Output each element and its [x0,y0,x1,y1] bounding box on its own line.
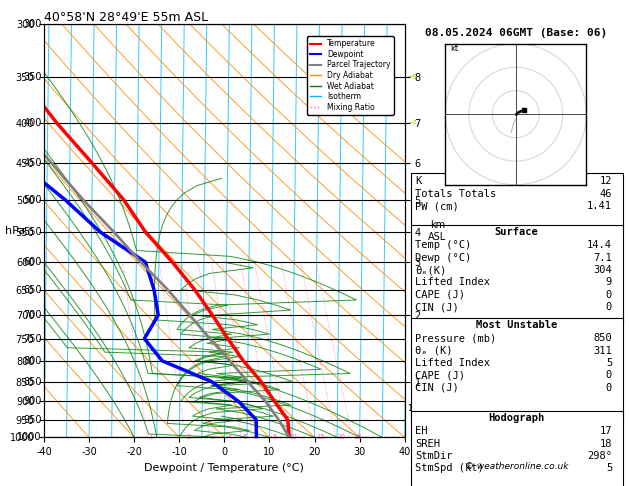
Text: 25: 25 [353,434,362,440]
Text: 900: 900 [23,396,42,406]
Text: StmSpd (kt): StmSpd (kt) [415,463,484,473]
Text: hPa: hPa [5,226,25,236]
Text: CAPE (J): CAPE (J) [415,290,465,300]
Text: 450: 450 [23,158,42,169]
Text: CAPE (J): CAPE (J) [415,370,465,381]
Text: 2: 2 [187,434,191,440]
Text: ─8: ─8 [408,74,417,80]
Text: 500: 500 [23,194,42,205]
Text: 950: 950 [23,415,42,425]
FancyBboxPatch shape [411,318,623,417]
Text: 650: 650 [23,285,42,295]
Text: Dewp (°C): Dewp (°C) [415,253,471,263]
Text: 800: 800 [23,356,42,366]
Text: 0: 0 [606,290,612,300]
Text: Totals Totals: Totals Totals [415,189,496,199]
Text: 550: 550 [23,227,42,237]
Text: 10: 10 [288,434,297,440]
Text: 1.41: 1.41 [587,201,612,211]
Text: 0: 0 [606,370,612,381]
Text: 15: 15 [316,434,325,440]
Text: 400: 400 [23,118,42,128]
Text: ─7: ─7 [408,120,417,126]
Text: 0: 0 [606,302,612,312]
Text: Lifted Index: Lifted Index [415,278,490,288]
Text: 46: 46 [599,189,612,199]
Text: θₑ (K): θₑ (K) [415,346,452,356]
Text: 9: 9 [606,278,612,288]
Text: CIN (J): CIN (J) [415,302,459,312]
FancyBboxPatch shape [411,411,623,486]
X-axis label: Dewpoint / Temperature (°C): Dewpoint / Temperature (°C) [145,463,304,473]
Text: 4: 4 [228,434,233,440]
Text: 3: 3 [211,434,215,440]
Text: EH: EH [415,426,427,436]
Text: 1000: 1000 [17,433,42,442]
Text: 20: 20 [337,434,346,440]
Text: 40°58'N 28°49'E 55m ASL: 40°58'N 28°49'E 55m ASL [44,11,208,24]
Text: 7.1: 7.1 [593,253,612,263]
Text: 5: 5 [606,358,612,368]
Text: 1: 1 [148,434,153,440]
Text: 304: 304 [593,265,612,275]
Text: Lifted Index: Lifted Index [415,358,490,368]
Text: 8: 8 [273,434,277,440]
Text: θₑ(K): θₑ(K) [415,265,446,275]
Text: 5: 5 [242,434,247,440]
Text: 750: 750 [23,334,42,344]
Text: 5: 5 [606,463,612,473]
Text: Surface: Surface [495,226,538,237]
Text: 850: 850 [593,333,612,343]
Text: kt: kt [450,44,458,53]
Y-axis label: km
ASL: km ASL [428,220,447,242]
FancyBboxPatch shape [411,173,623,226]
Text: K: K [415,176,421,186]
Text: 0: 0 [606,383,612,393]
Text: Mixing Ratio (g/kg): Mixing Ratio (g/kg) [429,191,438,271]
Text: 311: 311 [593,346,612,356]
Text: 300: 300 [23,19,42,29]
Text: CIN (J): CIN (J) [415,383,459,393]
Text: 850: 850 [23,377,42,387]
Text: 298°: 298° [587,451,612,461]
Text: StmDir: StmDir [415,451,452,461]
Text: 14.4: 14.4 [587,240,612,250]
Text: 12: 12 [599,176,612,186]
Text: 350: 350 [23,72,42,82]
Text: 700: 700 [23,310,42,320]
Text: 6: 6 [253,434,259,440]
Text: Most Unstable: Most Unstable [476,320,557,330]
Text: 08.05.2024 06GMT (Base: 06): 08.05.2024 06GMT (Base: 06) [425,29,608,38]
Text: 1LCL: 1LCL [407,404,428,413]
FancyBboxPatch shape [411,225,623,324]
Text: Pressure (mb): Pressure (mb) [415,333,496,343]
Text: © weatheronline.co.uk: © weatheronline.co.uk [465,462,569,471]
Text: 17: 17 [599,426,612,436]
Text: 18: 18 [599,438,612,449]
Text: 600: 600 [23,257,42,267]
Text: Hodograph: Hodograph [489,413,545,422]
Legend: Temperature, Dewpoint, Parcel Trajectory, Dry Adiabat, Wet Adiabat, Isotherm, Mi: Temperature, Dewpoint, Parcel Trajectory… [306,36,394,115]
Text: SREH: SREH [415,438,440,449]
Text: PW (cm): PW (cm) [415,201,459,211]
Text: Temp (°C): Temp (°C) [415,240,471,250]
